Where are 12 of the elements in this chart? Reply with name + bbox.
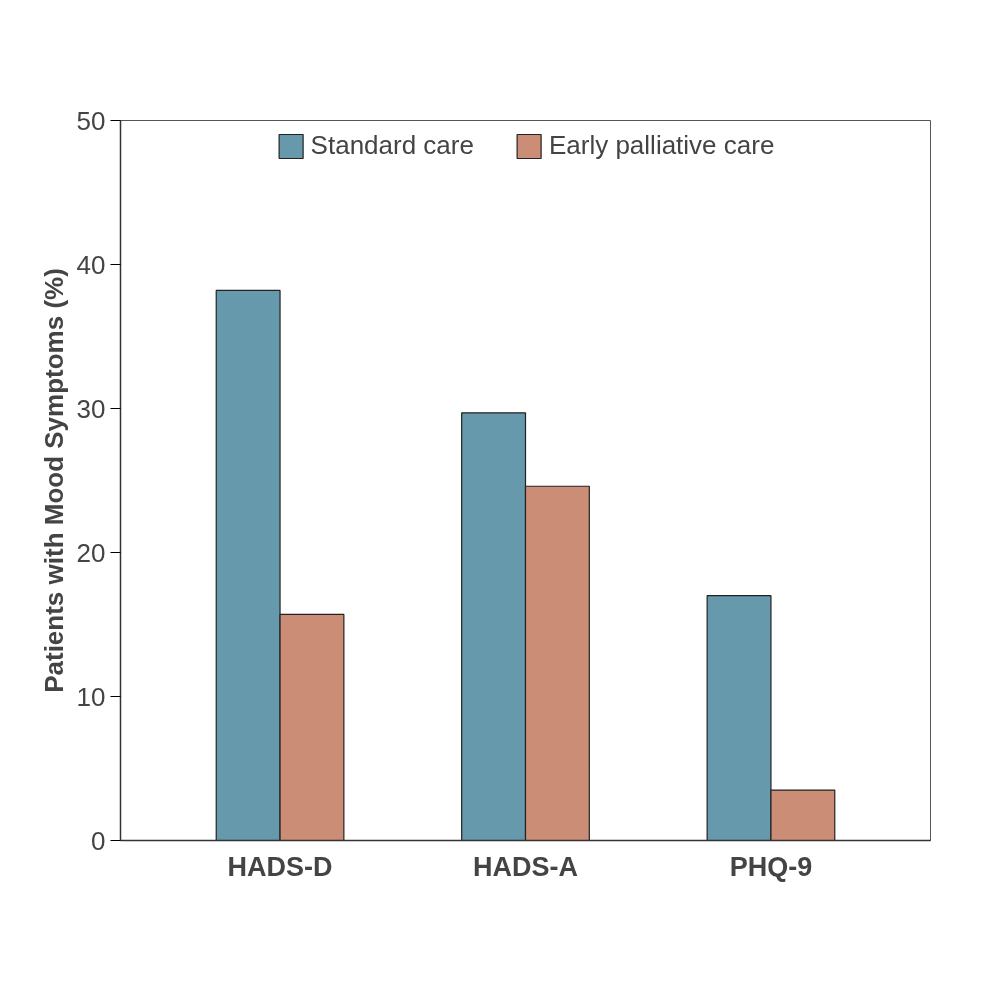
x-tick-label: HADS-D <box>227 851 333 882</box>
y-tick-label: 20 <box>76 537 106 568</box>
x-tick-label: HADS-A <box>473 851 578 882</box>
y-tick-label: 40 <box>76 249 106 280</box>
y-axis-title: Patients with Mood Symptoms (%) <box>38 268 69 693</box>
y-tick-label: 10 <box>76 681 106 712</box>
y-tick-label: 50 <box>76 105 106 136</box>
y-tick-label: 0 <box>91 825 106 856</box>
x-tick-label: PHQ-9 <box>729 851 813 882</box>
legend-label: Standard care <box>310 130 474 161</box>
legend-label: Early palliative care <box>548 130 775 161</box>
y-tick-label: 30 <box>76 393 106 424</box>
